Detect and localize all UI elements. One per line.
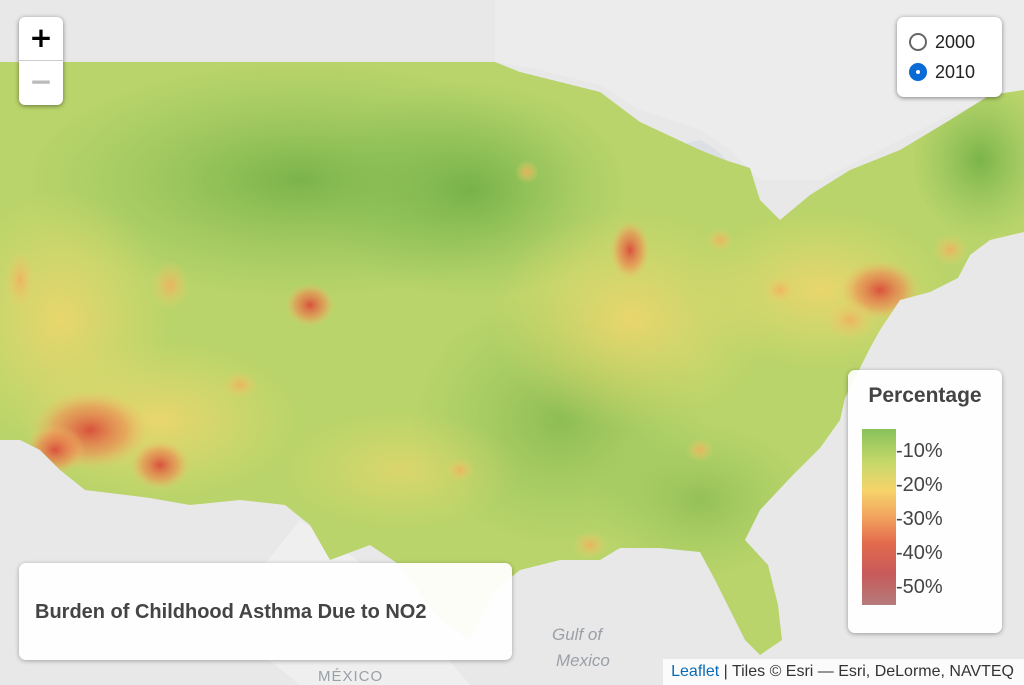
gulf-label-2: Mexico (556, 651, 610, 670)
title-panel: Burden of Childhood Asthma Due to NO2 (19, 563, 512, 660)
gulf-label: Gulf of (552, 625, 604, 644)
mexico-label: MÉXICO (318, 668, 383, 685)
legend-title: Percentage (868, 384, 982, 407)
year-label-2000: 2000 (935, 31, 976, 52)
legend: Percentage -10% -20% -30% -40% -50% (848, 370, 1002, 633)
legend-tick-10: -10% (896, 440, 943, 462)
attribution-separator: | (719, 663, 732, 680)
legend-tick-30: -30% (896, 508, 943, 530)
leaflet-link[interactable]: Leaflet (671, 663, 720, 680)
year-label-2010: 2010 (935, 61, 976, 82)
year-option-2010[interactable]: 2010 (909, 57, 1002, 87)
legend-tick-40: -40% (896, 542, 943, 564)
canada-land (495, 0, 1024, 180)
year-option-2000[interactable]: 2000 (909, 27, 1002, 57)
legend-color-bar (862, 429, 896, 605)
zoom-out-button[interactable]: − (29, 65, 53, 98)
legend-tick-50: -50% (896, 576, 943, 598)
legend-tick-20: -20% (896, 474, 943, 496)
tiles-credit: Tiles © Esri — Esri, DeLorme, NAVTEQ (731, 663, 1014, 680)
zoom-in-button[interactable]: + (19, 17, 63, 61)
year-selector: 2000 2010 (897, 17, 1002, 97)
attribution: Leaflet | Tiles © Esri — Esri, DeLorme, … (663, 659, 1024, 685)
map-title: Burden of Childhood Asthma Due to NO2 (35, 601, 427, 623)
radio-2000[interactable] (909, 33, 927, 51)
zoom-control: + − (19, 17, 63, 105)
radio-2010[interactable] (909, 63, 927, 81)
